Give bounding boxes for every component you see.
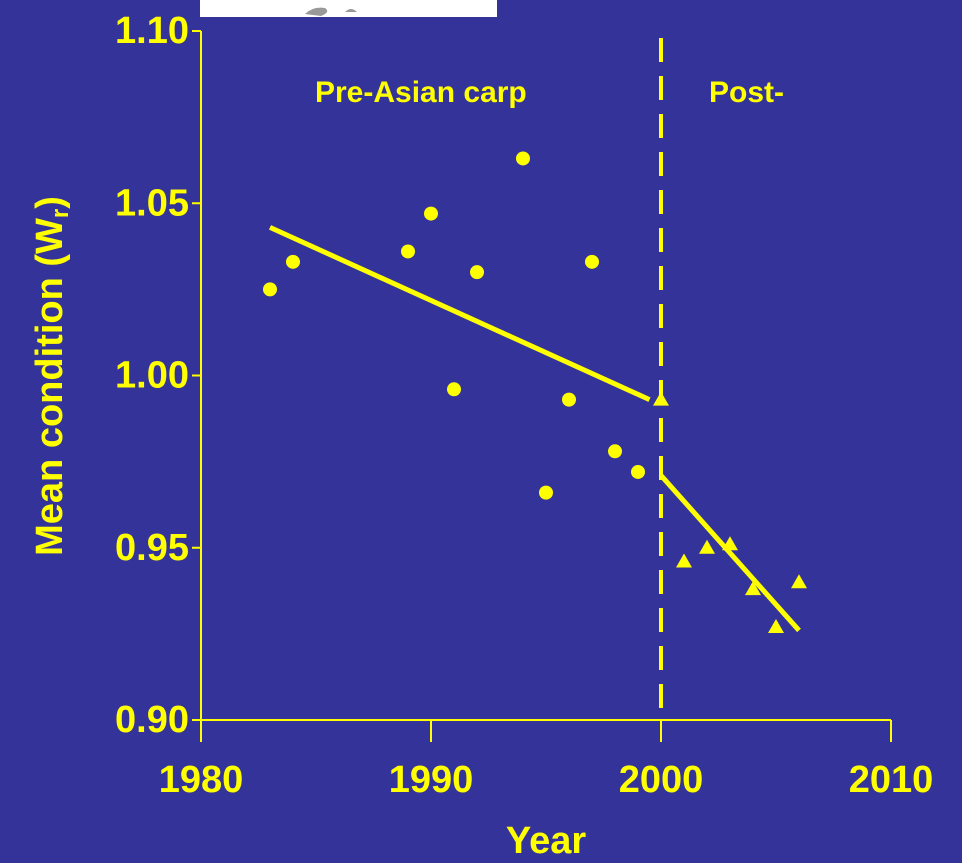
- y-axis-title: Mean condition (Wr): [29, 196, 74, 556]
- y-tick-label: 0.95: [115, 527, 189, 569]
- y-axis-title-subscript: r: [47, 209, 74, 218]
- annotation-post: Post-: [709, 76, 784, 109]
- y-tick-label: 1.10: [115, 10, 189, 52]
- cropped-image: [200, 0, 497, 17]
- x-tick-label: 1980: [159, 759, 244, 801]
- circle-point: [470, 265, 484, 280]
- y-tick-label: 1.05: [115, 182, 189, 224]
- x-tick-label: 2000: [619, 759, 704, 801]
- triangle-point: [791, 574, 807, 589]
- circle-point: [516, 151, 530, 166]
- triangle-point: [722, 536, 738, 551]
- annotation-pre: Pre-Asian carp: [315, 76, 527, 109]
- x-tick-label: 1990: [389, 759, 474, 801]
- triangle-point: [768, 618, 784, 633]
- y-tick-label: 1.00: [115, 355, 189, 397]
- circle-point: [631, 464, 645, 479]
- y-axis-title-suffix: ): [29, 196, 71, 209]
- circle-point: [424, 206, 438, 221]
- x-axis-title: Year: [506, 820, 587, 862]
- trend-line: [268, 225, 651, 402]
- trend-line: [659, 473, 801, 633]
- circle-point: [447, 382, 461, 397]
- circle-point: [401, 244, 415, 259]
- triangle-point: [699, 539, 715, 554]
- circle-point: [539, 485, 553, 500]
- triangle-point: [745, 581, 761, 596]
- x-tick-label: 2010: [849, 759, 934, 801]
- triangle-point: [676, 553, 692, 568]
- circle-point: [286, 254, 300, 269]
- circle-point: [562, 392, 576, 407]
- image-fragment: [305, 7, 357, 16]
- triangle-point: [653, 391, 669, 406]
- circle-point: [585, 254, 599, 269]
- y-tick-label: 0.90: [115, 699, 189, 741]
- circle-point: [608, 444, 622, 459]
- circle-point: [263, 282, 277, 297]
- y-axis-title-text: Mean condition (W: [29, 218, 71, 556]
